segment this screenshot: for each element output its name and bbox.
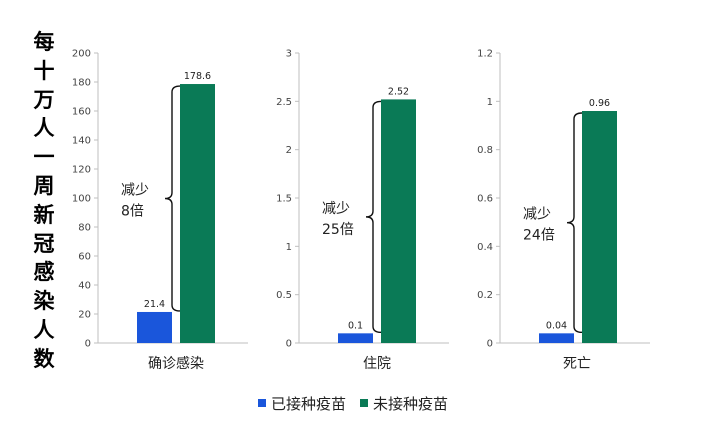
y-axis-title-char: 数 <box>33 346 55 371</box>
legend-label-unvaccinated: 未接种疫苗 <box>373 394 449 413</box>
reduction-brace <box>365 100 382 334</box>
y-tick-label: 180 <box>72 78 91 89</box>
data-label-vaccinated: 0.1 <box>348 320 363 331</box>
bar-unvaccinated <box>582 111 617 343</box>
annotation-line-2: 25倍 <box>322 222 354 238</box>
data-label-unvaccinated: 178.6 <box>184 71 211 82</box>
bar-vaccinated <box>338 333 373 343</box>
y-tick-label: 0 <box>487 339 493 350</box>
y-tick-label: 3 <box>286 49 292 60</box>
y-tick-label: 200 <box>72 49 91 60</box>
y-tick-label: 0.4 <box>477 242 493 253</box>
y-tick-label: 1 <box>286 242 292 253</box>
y-axis-title: 每十万人一周新冠感染人数 <box>26 28 62 374</box>
y-axis-title-char: 感 <box>33 260 55 285</box>
legend-item-unvaccinated: 未接种疫苗 <box>360 393 448 414</box>
y-tick-label: 0.6 <box>477 194 493 205</box>
bar-unvaccinated <box>381 99 416 344</box>
y-axis-title-char: 万 <box>33 87 55 112</box>
legend-swatch-unvaccinated <box>360 399 369 407</box>
y-axis-title-char: 人 <box>33 116 55 141</box>
y-axis-title-char: 每 <box>33 30 55 54</box>
category-label: 住院 <box>363 356 391 372</box>
y-axis-title-char: 新 <box>33 202 55 227</box>
y-tick-label: 0 <box>286 339 292 350</box>
y-axis-title-char: 染 <box>33 289 55 314</box>
bar-vaccinated <box>539 333 574 343</box>
y-tick-label: 60 <box>78 252 91 263</box>
y-tick-label: 160 <box>72 107 91 118</box>
y-tick-label: 0 <box>85 339 91 350</box>
y-tick-label: 120 <box>72 165 91 176</box>
y-tick-label: 2 <box>286 145 292 156</box>
y-tick-label: 140 <box>72 136 91 147</box>
data-label-vaccinated: 0.04 <box>546 320 567 331</box>
annotation-line-1: 减少 <box>523 207 551 223</box>
data-label-unvaccinated: 2.52 <box>388 86 409 97</box>
y-tick-label: 40 <box>78 281 91 292</box>
y-tick-label: 1 <box>487 97 493 108</box>
y-tick-label: 80 <box>78 223 91 234</box>
data-label-vaccinated: 21.4 <box>144 299 165 310</box>
y-axis-title-char: 周 <box>33 173 55 198</box>
bar-vaccinated <box>137 311 172 343</box>
y-tick-label: 0.2 <box>477 290 493 301</box>
legend-swatch-vaccinated <box>258 399 266 407</box>
y-axis-title-char: 一 <box>33 145 55 170</box>
y-tick-label: 2.5 <box>276 97 292 108</box>
category-label: 死亡 <box>563 356 591 372</box>
y-axis-title-char: 人 <box>33 317 55 342</box>
bar-unvaccinated <box>180 84 215 343</box>
y-tick-label: 100 <box>72 194 91 205</box>
y-tick-label: 0.8 <box>477 145 493 156</box>
annotation-line-2: 24倍 <box>523 228 555 244</box>
legend-item-vaccinated: 已接种疫苗 <box>258 393 346 414</box>
annotation-line-1: 减少 <box>121 183 149 199</box>
y-tick-label: 20 <box>78 310 91 321</box>
y-tick-label: 0.5 <box>276 290 292 301</box>
legend-label-vaccinated: 已接种疫苗 <box>271 394 347 413</box>
y-axis-title-char: 冠 <box>33 231 55 256</box>
y-axis-title-char: 十 <box>33 58 55 83</box>
annotation-line-1: 减少 <box>322 201 350 217</box>
annotation-line-2: 8倍 <box>121 204 144 220</box>
reduction-brace <box>566 112 583 334</box>
y-tick-label: 1.2 <box>477 49 493 60</box>
y-tick-label: 1.5 <box>276 194 292 205</box>
data-label-unvaccinated: 0.96 <box>589 98 610 109</box>
legend: 已接种疫苗 未接种疫苗 <box>258 392 448 414</box>
category-label: 确诊感染 <box>148 355 204 372</box>
reduction-brace <box>164 85 181 312</box>
